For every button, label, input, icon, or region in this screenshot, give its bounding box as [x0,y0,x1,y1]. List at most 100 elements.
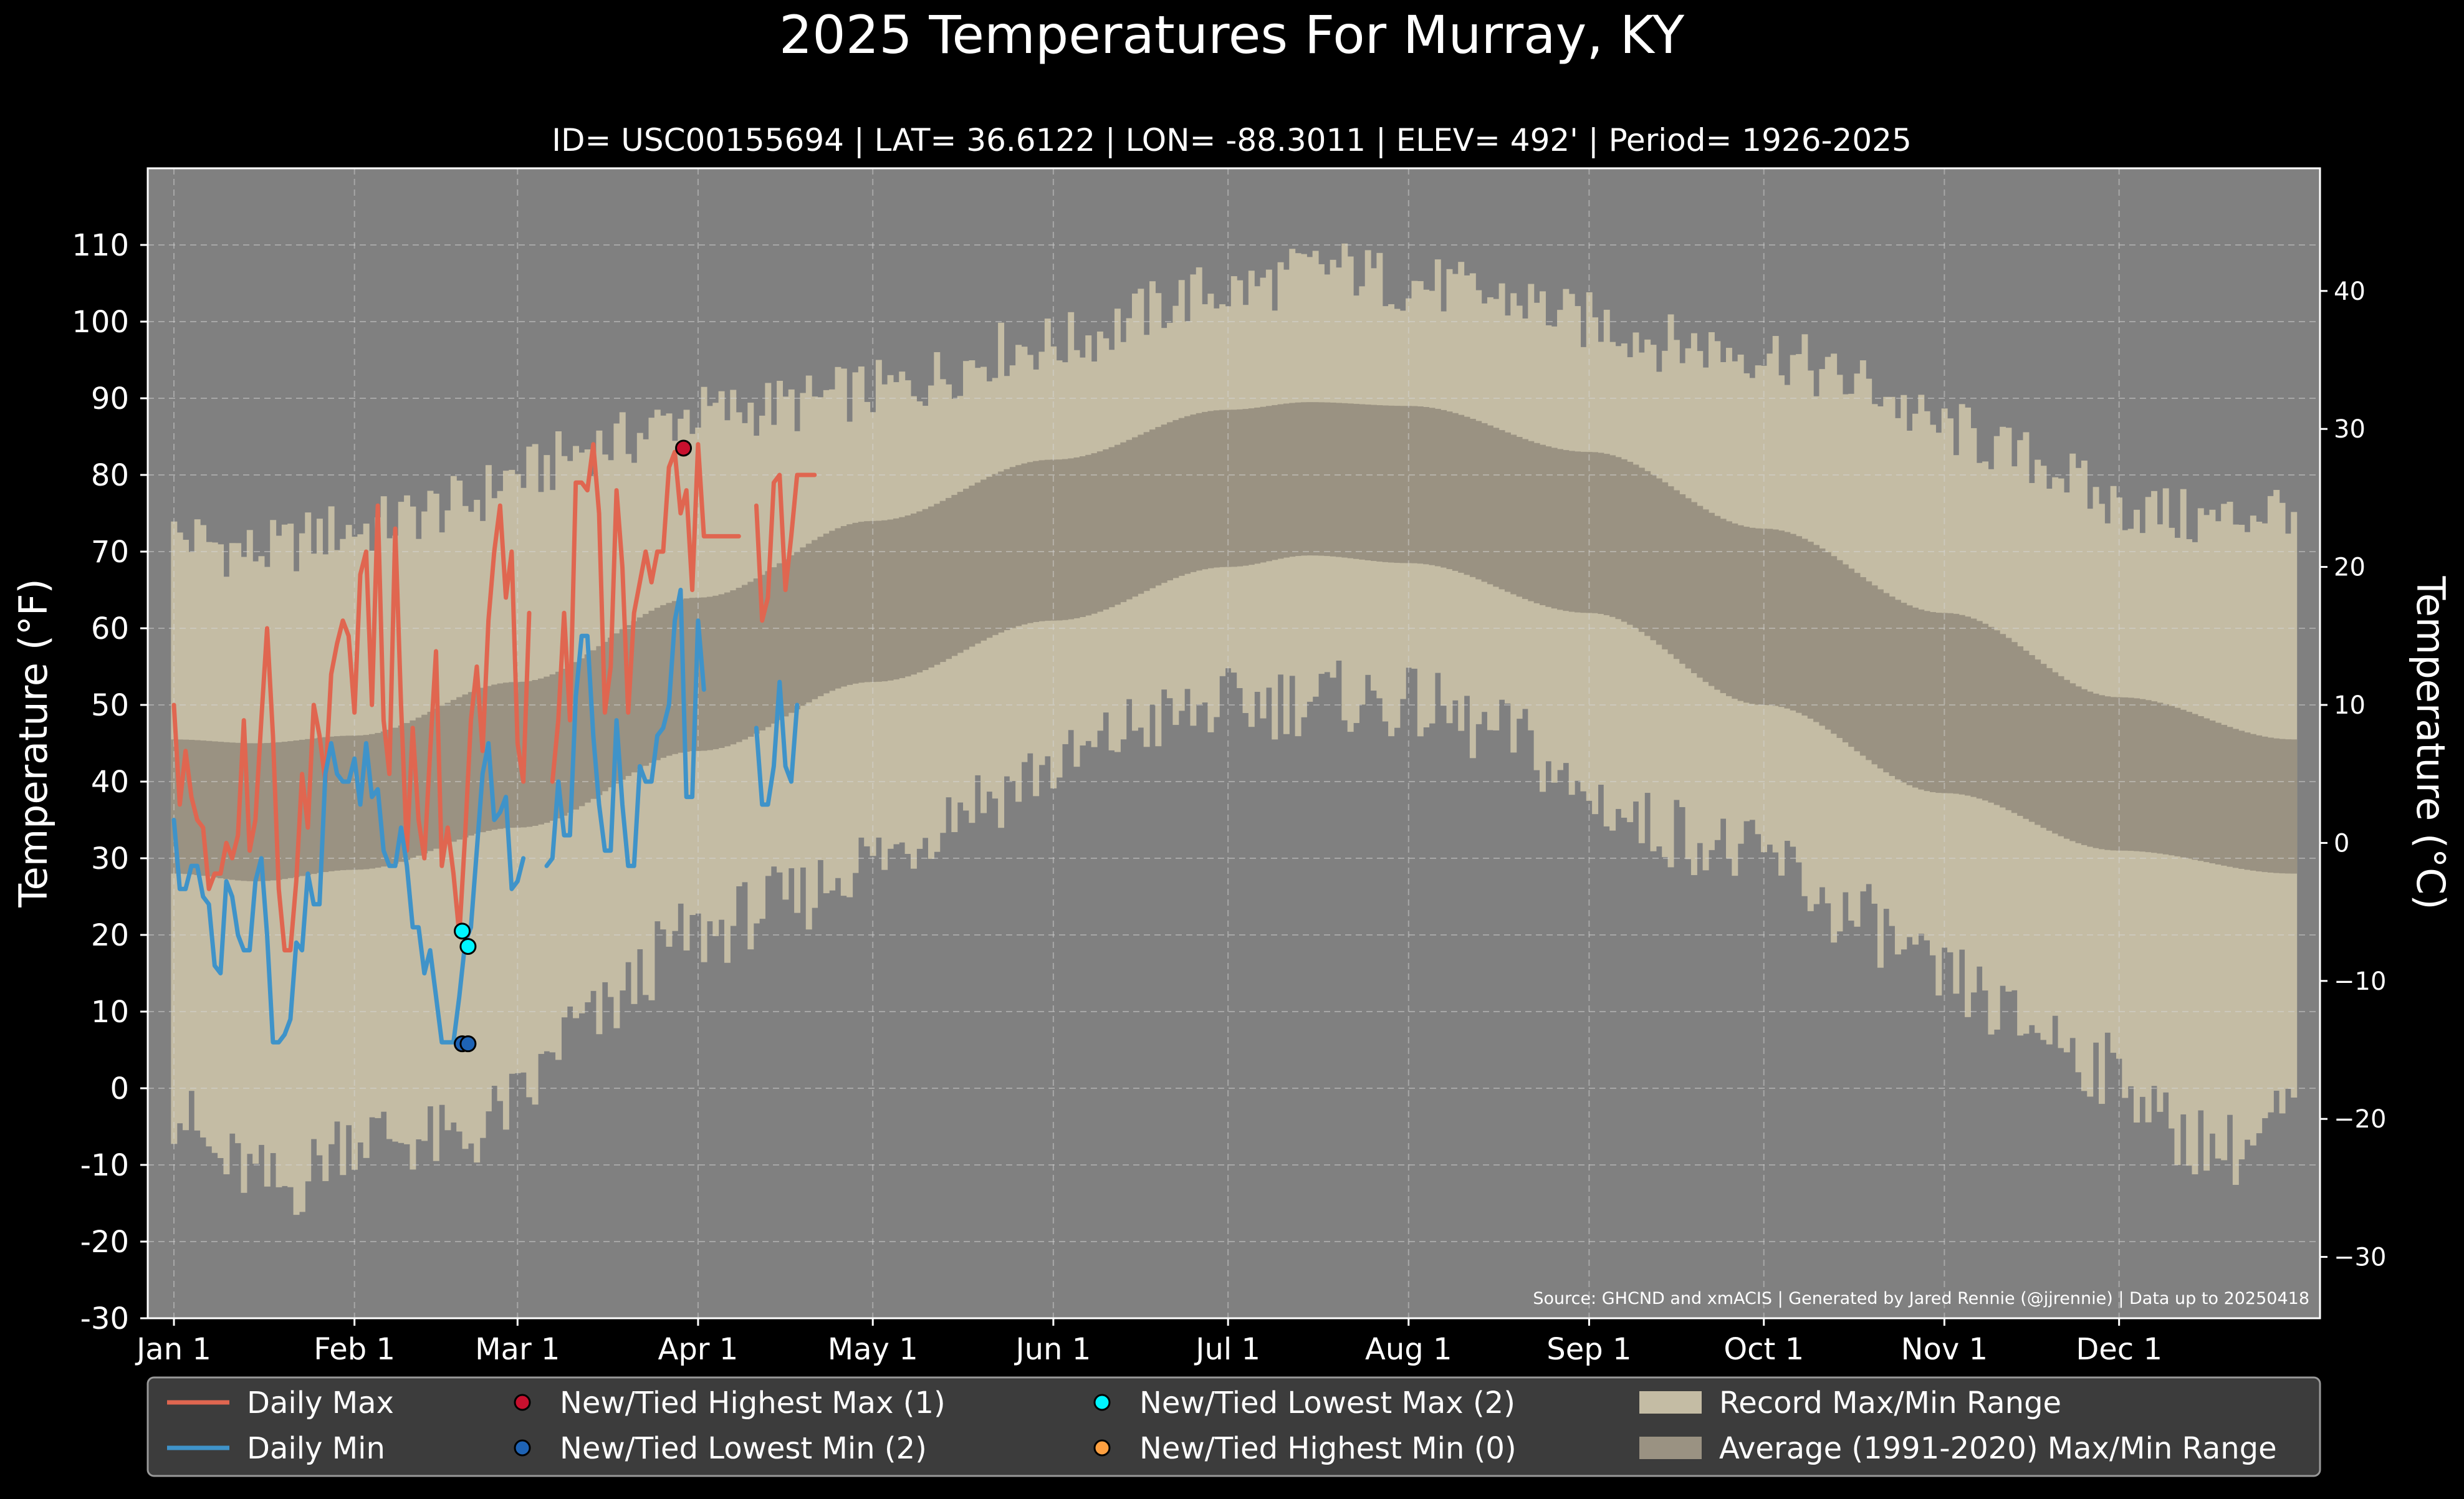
average-range-bar [671,601,678,754]
average-range-bar [980,479,987,641]
axes: -30-20-100102030405060708090100110−30−20… [72,167,2386,1367]
average-range-bar [2250,734,2256,871]
average-range-bar [1580,451,1587,613]
average-range-bar [509,682,515,828]
average-range-bar [1336,403,1342,557]
average-range-bar [1755,528,1762,705]
average-range-bar [241,743,247,881]
average-range-bar [1603,454,1610,616]
average-range-bar [1190,414,1197,572]
legend-marker-swatch [1093,1394,1111,1411]
average-range-bar [864,521,871,682]
average-range-bar [1073,457,1080,618]
average-range-bar [1749,527,1756,704]
average-range-bar [1778,530,1785,707]
average-range-bar [881,520,888,682]
average-range-bar [1866,581,1872,760]
legend-box [146,1376,2321,1477]
average-range-bar [1272,405,1278,560]
legend-patch-swatch [1639,1437,1702,1459]
average-range-bar [1015,465,1022,626]
average-range-bar [2203,718,2210,863]
x-tick-label: Mar 1 [475,1332,560,1367]
average-range-bar [2098,695,2105,850]
average-range-bar [2227,727,2233,867]
average-range-bar [2279,739,2286,874]
average-range-bar [328,736,335,871]
y-tick-label-right: −10 [2334,967,2386,996]
average-range-bar [1790,534,1796,711]
average-range-bar [934,504,941,665]
average-range-bar [1813,545,1820,722]
average-range-bar [1237,409,1244,567]
average-range-bar [421,714,428,854]
average-range-bar [1475,421,1482,580]
average-range-bar [1283,403,1290,558]
y-tick-label-left: 20 [91,918,129,953]
average-range-bar [1481,423,1488,582]
average-range-bar [1842,564,1849,743]
average-range-bar [1108,447,1115,608]
y-tick-label-left: 50 [91,688,129,723]
average-range-bar [1452,413,1459,571]
average-range-bar [1242,409,1249,566]
average-range-bar [2052,672,2059,834]
average-range-bar [1458,414,1465,573]
average-range-bar [2017,646,2024,816]
average-range-bar [456,697,463,840]
average-range-bar [1993,630,2000,805]
average-range-bar [1615,457,1622,620]
average-range-bar [439,706,446,846]
average-range-bar [777,563,784,721]
average-range-bar [840,526,847,687]
average-range-bar [1004,469,1010,631]
x-tick-label: Dec 1 [2076,1332,2162,1367]
average-range-bar [398,725,405,862]
average-range-bar [986,476,993,638]
average-range-bar [474,689,481,834]
plot-area [148,168,2320,1319]
average-range-bar [1429,408,1436,565]
average-range-bar [812,540,818,699]
chart-subtitle: ID= USC00155694 | LAT= 36.6122 | LON= -8… [552,122,1912,158]
average-range-bar [1423,406,1430,565]
average-range-bar [1575,451,1581,613]
average-range-bar [1935,613,1942,793]
average-range-bar [2000,634,2006,808]
average-range-bar [264,743,271,881]
average-range-bar [788,555,795,713]
average-range-bar [613,633,620,783]
average-range-bar [1796,536,1803,713]
average-range-bar [910,513,917,675]
average-range-bar [1685,498,1692,669]
average-range-bar [643,614,650,766]
average-range-bar [584,654,591,803]
average-range-bar [1341,403,1348,558]
average-range-bar [782,559,789,717]
average-range-bar [2081,689,2088,845]
average-range-bar [1382,405,1389,562]
average-range-bar [1854,573,1861,752]
average-range-bar [2035,659,2041,825]
average-range-bar [1510,434,1517,595]
series-daily-max [171,442,817,953]
average-range-bar [462,694,469,838]
average-range-bar [1196,413,1202,571]
average-range-bar [1487,425,1493,585]
average-range-bar [1918,609,1925,790]
average-range-bar [718,594,725,749]
average-range-bar [765,571,772,727]
average-range-bar [1912,607,1919,788]
average-range-bar [619,629,626,780]
average-range-bar [1697,505,1704,678]
average-range-bar [2284,739,2291,874]
average-range-bar [1965,616,1972,796]
average-range-bar [759,575,765,730]
average-range-bar [1504,432,1511,592]
average-range-bar [526,681,533,827]
legend-item: Daily Max [167,1386,394,1420]
average-range-bar [206,740,213,877]
average-range-bar [805,544,812,702]
average-range-bar [631,621,638,773]
average-range-bar [1941,613,1948,793]
